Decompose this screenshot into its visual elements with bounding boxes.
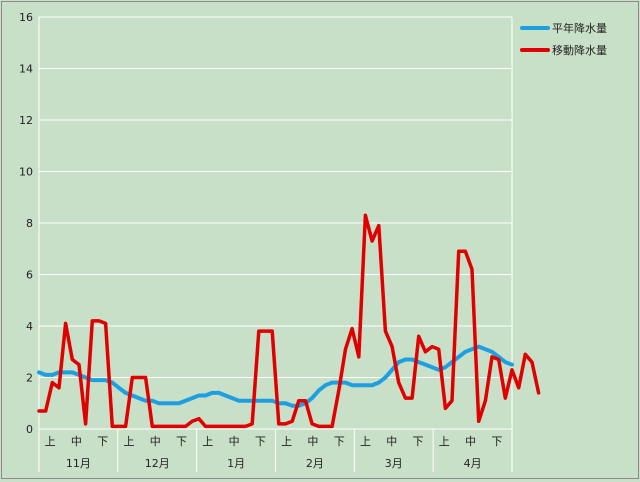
legend-label: 平年降水量 [552, 21, 607, 35]
dekad-label: 中 [229, 435, 240, 448]
dekad-label: 下 [255, 435, 266, 448]
month-label: 12月 [145, 457, 170, 470]
dekad-label: 上 [202, 435, 213, 448]
dekad-label: 中 [150, 435, 161, 448]
y-tick-label: 4 [26, 320, 33, 333]
y-tick-label: 12 [19, 114, 33, 127]
dekad-label: 下 [413, 435, 424, 448]
month-label: 11月 [66, 457, 91, 470]
series-line-2 [37, 213, 541, 429]
month-label: 4月 [464, 457, 482, 470]
dekad-label: 下 [491, 435, 502, 448]
y-tick-label: 0 [26, 423, 33, 436]
month-label: 3月 [385, 457, 403, 470]
dekad-label: 下 [176, 435, 187, 448]
month-label: 2月 [306, 457, 324, 470]
dekad-label: 中 [465, 435, 476, 448]
dekad-label: 上 [281, 435, 292, 448]
y-tick-label: 16 [19, 11, 33, 24]
y-tick-label: 8 [26, 217, 33, 230]
dekad-label: 下 [97, 435, 108, 448]
month-label: 1月 [227, 457, 245, 470]
dekad-label: 上 [360, 435, 371, 448]
y-tick-label: 6 [26, 269, 33, 282]
y-tick-label: 10 [19, 166, 33, 179]
dekad-label: 下 [334, 435, 345, 448]
y-tick-label: 2 [26, 372, 33, 385]
y-tick-label: 14 [19, 63, 33, 76]
legend-label: 移動降水量 [552, 43, 607, 57]
dekad-label: 中 [71, 435, 82, 448]
dekad-label: 上 [123, 435, 134, 448]
dekad-label: 上 [45, 435, 56, 448]
dekad-label: 上 [439, 435, 450, 448]
dekad-label: 中 [386, 435, 397, 448]
dekad-label: 中 [307, 435, 318, 448]
